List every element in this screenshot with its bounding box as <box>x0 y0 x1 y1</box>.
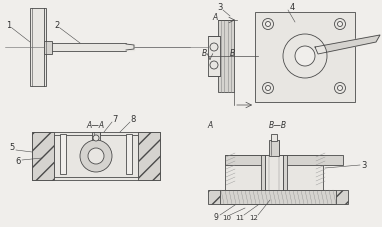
Bar <box>255 12 355 102</box>
Text: 11: 11 <box>235 215 244 221</box>
Bar <box>92 132 100 142</box>
Text: A: A <box>212 13 218 22</box>
Circle shape <box>262 82 274 94</box>
Bar <box>30 8 46 86</box>
Bar <box>220 190 336 204</box>
Text: 3: 3 <box>361 160 367 170</box>
Text: 6: 6 <box>15 158 21 166</box>
Circle shape <box>210 61 218 69</box>
Bar <box>261 155 287 190</box>
Bar <box>126 134 132 174</box>
Circle shape <box>210 43 218 51</box>
Text: B: B <box>201 49 207 59</box>
Text: 3: 3 <box>217 3 223 12</box>
Polygon shape <box>315 35 380 54</box>
Bar <box>46 43 126 51</box>
Bar <box>54 135 138 177</box>
Bar <box>44 41 52 54</box>
Circle shape <box>265 22 270 27</box>
Bar <box>225 155 343 165</box>
Bar <box>271 134 277 141</box>
Circle shape <box>265 86 270 91</box>
Text: 9: 9 <box>214 214 219 222</box>
Circle shape <box>88 148 104 164</box>
Circle shape <box>338 86 343 91</box>
Bar <box>60 134 66 174</box>
Bar <box>265 165 283 190</box>
Circle shape <box>335 18 345 30</box>
Text: A: A <box>207 121 213 129</box>
Circle shape <box>338 22 343 27</box>
Bar <box>225 155 265 190</box>
Bar <box>218 20 234 92</box>
Text: 5: 5 <box>10 143 15 153</box>
Bar <box>269 140 279 156</box>
Circle shape <box>80 140 112 172</box>
Bar <box>32 132 54 180</box>
Bar <box>32 132 160 180</box>
Bar <box>208 36 220 76</box>
Text: 7: 7 <box>112 116 118 124</box>
Text: 12: 12 <box>249 215 259 221</box>
Circle shape <box>262 18 274 30</box>
Bar <box>138 132 160 180</box>
Bar <box>265 155 283 190</box>
Text: B: B <box>229 49 235 59</box>
Text: A—A: A—A <box>86 121 104 129</box>
Bar <box>283 155 323 190</box>
Circle shape <box>283 34 327 78</box>
Text: 8: 8 <box>130 116 136 124</box>
Circle shape <box>295 46 315 66</box>
Text: 4: 4 <box>290 3 295 12</box>
Bar <box>208 190 348 204</box>
Text: 10: 10 <box>222 215 231 221</box>
Circle shape <box>335 82 345 94</box>
Text: 1: 1 <box>6 20 11 30</box>
Circle shape <box>93 135 99 141</box>
Text: B—B: B—B <box>269 121 287 129</box>
Text: 2: 2 <box>54 20 60 30</box>
